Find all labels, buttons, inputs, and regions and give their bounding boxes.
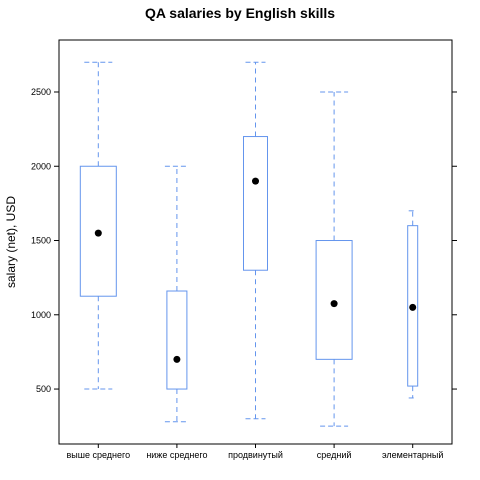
median-dot	[409, 303, 417, 311]
iqr-box	[166, 290, 188, 390]
box-2	[164, 165, 189, 423]
x-tick-label: средний	[317, 450, 352, 460]
chart-title: QA salaries by English skills	[145, 5, 335, 21]
median-dot	[94, 229, 102, 237]
box-3	[243, 61, 268, 420]
x-tick-label: продвинутый	[228, 450, 283, 460]
y-axis: 500 1000 1500 2000 2500	[31, 87, 457, 394]
y-tick-label: 2000	[31, 161, 51, 171]
y-tick-label: 500	[36, 384, 51, 394]
y-tick-label: 1000	[31, 310, 51, 320]
box-4	[315, 91, 353, 427]
y-tick-label: 2500	[31, 87, 51, 97]
median-dot	[330, 300, 338, 308]
median-dot	[252, 177, 259, 185]
median-dot	[173, 355, 181, 363]
x-tick-label: выше среднего	[66, 450, 130, 460]
iqr-box	[79, 165, 117, 297]
x-axis: выше среднего ниже среднего продвинутый сре…	[66, 444, 443, 460]
x-tick-label: ниже среднего	[146, 450, 207, 460]
iqr-box	[407, 225, 419, 387]
iqr-box	[243, 136, 268, 271]
box-series	[79, 61, 419, 427]
iqr-box	[315, 240, 353, 360]
plot-area-frame	[58, 39, 453, 445]
box-1	[79, 61, 117, 390]
x-tick-label: элементарный	[382, 450, 443, 460]
y-axis-label: salary (net), USD	[4, 196, 18, 288]
y-tick-label: 1500	[31, 236, 51, 246]
box-5	[407, 210, 419, 399]
